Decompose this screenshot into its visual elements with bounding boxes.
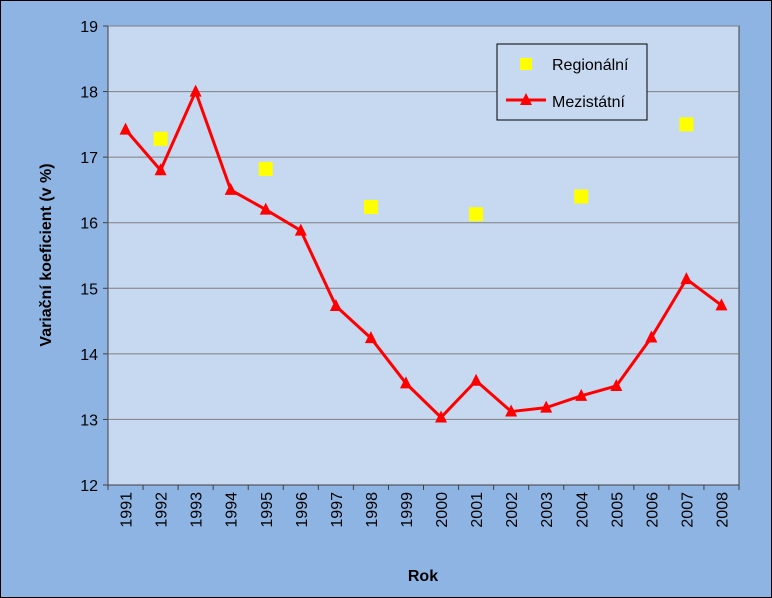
point-regionalni [574, 189, 589, 204]
y-tick-label: 15 [80, 281, 98, 298]
x-tick-label: 2000 [434, 492, 451, 528]
y-tick-label: 19 [80, 19, 98, 36]
point-mezistatni [645, 330, 658, 343]
y-tick-label: 13 [80, 412, 98, 429]
legend-marker-mezistatni [520, 93, 532, 105]
point-regionalni [679, 117, 694, 132]
point-mezistatni [435, 410, 448, 423]
x-tick-label: 1991 [119, 492, 136, 528]
y-tick-label: 18 [80, 85, 98, 102]
x-tick-label: 2005 [609, 492, 626, 528]
y-tick-label: 14 [80, 347, 98, 364]
point-mezistatni [329, 298, 342, 311]
x-tick-label: 2001 [469, 492, 486, 528]
point-mezistatni [189, 84, 202, 97]
x-tick-label: 2008 [714, 492, 731, 528]
x-tick-label: 2006 [644, 492, 661, 528]
point-mezistatni [610, 378, 623, 391]
x-axis-title: Rok [408, 568, 438, 585]
point-mezistatni [505, 404, 518, 417]
point-mezistatni [680, 272, 693, 285]
point-regionalni [258, 161, 273, 176]
point-regionalni [363, 199, 378, 214]
point-regionalni [469, 207, 484, 222]
point-regionalni [153, 131, 168, 146]
legend-marker-regionalni [520, 58, 532, 70]
legend-box [496, 43, 648, 121]
x-tick-label: 1999 [399, 492, 416, 528]
x-tick-label: 1996 [294, 492, 311, 528]
legend-label-mezistatni: Mezistátní [552, 94, 625, 111]
point-mezistatni [224, 182, 237, 195]
point-mezistatni [294, 223, 307, 236]
point-mezistatni [470, 373, 483, 386]
point-mezistatni [540, 400, 553, 413]
x-tick-label: 1997 [329, 492, 346, 528]
x-axis-ticks: 1991 1992 1993 1994 1995 1996 1997 1998 1999 2000… [107, 485, 740, 528]
x-tick-label: 2003 [539, 492, 556, 528]
legend-label-regionalni: Regionální [552, 57, 629, 74]
x-tick-label: 2002 [504, 492, 521, 528]
point-mezistatni [364, 331, 377, 344]
x-tick-label: 1992 [154, 492, 171, 528]
point-mezistatni [575, 388, 588, 401]
point-mezistatni [399, 376, 412, 389]
x-tick-label: 1995 [259, 492, 276, 528]
y-tick-label: 17 [80, 150, 98, 167]
x-tick-label: 1998 [364, 492, 381, 528]
x-tick-label: 2004 [574, 492, 591, 528]
point-mezistatni [715, 298, 728, 311]
series-layer [119, 84, 728, 423]
y-axis-ticks: 12 13 14 15 16 17 18 19 [80, 19, 108, 495]
x-tick-label: 1993 [189, 492, 206, 528]
x-tick-label: 1994 [224, 492, 241, 528]
legend: Regionální Mezistátní [496, 43, 648, 121]
y-tick-label: 16 [80, 216, 98, 233]
point-mezistatni [119, 122, 132, 135]
point-mezistatni [154, 163, 167, 176]
y-tick-label: 12 [80, 478, 98, 495]
y-axis-title: Variační koeficient (v %) [38, 163, 55, 346]
point-mezistatni [259, 202, 272, 215]
series-line-mezistatni [124, 90, 723, 419]
x-tick-label: 2007 [679, 492, 696, 528]
